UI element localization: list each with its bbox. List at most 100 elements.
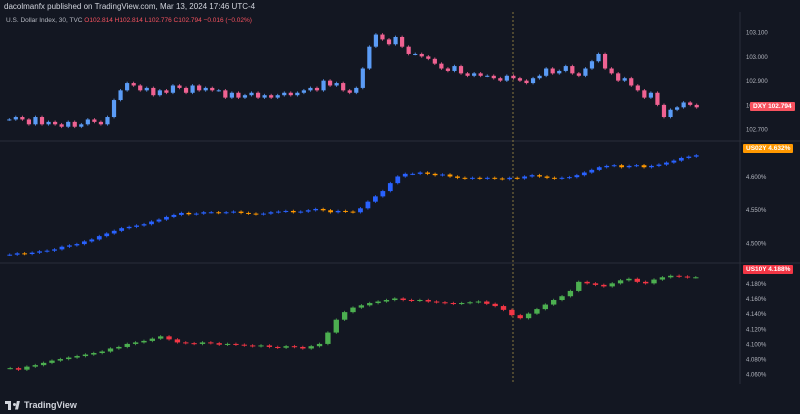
candle-body <box>373 34 379 47</box>
price-tick-label: 102.900 <box>746 79 768 85</box>
candle-body <box>475 301 482 303</box>
candle-body <box>360 68 365 88</box>
candle-body <box>216 90 221 92</box>
candle-body <box>249 345 256 347</box>
price-tick-label: 102.700 <box>746 128 768 134</box>
candle-body <box>316 343 323 347</box>
dxy-tag-value: 102.794 <box>768 103 792 110</box>
candle-body <box>681 102 686 108</box>
candle-body <box>500 306 507 310</box>
candle-body <box>46 121 51 125</box>
candle-body <box>208 212 214 214</box>
candle-body <box>367 303 373 306</box>
price-tick-label: 4.160% <box>746 297 767 303</box>
candle-body <box>74 356 80 358</box>
candle-body <box>29 252 35 255</box>
candle-body <box>341 312 348 320</box>
candle-body <box>684 276 691 278</box>
candle-body <box>472 73 477 76</box>
candle-body <box>626 165 632 168</box>
candle-body <box>283 210 289 212</box>
candle-body <box>584 281 590 284</box>
candle-body <box>59 124 64 127</box>
candle-body <box>298 211 304 213</box>
candle-body <box>111 230 117 234</box>
candle-body <box>426 56 431 59</box>
us02y-tag-value: 4.632% <box>768 145 791 152</box>
candle-body <box>400 298 406 301</box>
candle-body <box>557 70 562 74</box>
price-tick-label: 4.060% <box>746 373 767 379</box>
candle-body <box>275 346 281 348</box>
legend-ohlc: O102.814 H102.814 L102.776 C102.794 −0.0… <box>84 17 252 24</box>
candle-body <box>601 284 607 287</box>
candle-body <box>634 278 640 282</box>
candle-body <box>341 83 346 91</box>
candle-body <box>574 175 580 178</box>
candle-body <box>26 119 32 125</box>
candle-body <box>134 225 139 227</box>
candle-body <box>7 119 12 121</box>
candle-body <box>641 165 647 168</box>
candle-body <box>559 296 565 301</box>
candle-body <box>576 281 582 291</box>
candle-body <box>408 300 415 302</box>
candle-body <box>668 109 673 118</box>
candle-body <box>402 173 408 177</box>
candle-body <box>295 92 300 96</box>
tradingview-brand: TradingView <box>24 400 77 410</box>
published-note: dacolmanfx published on TradingView.com,… <box>4 2 256 11</box>
candle-body <box>537 75 542 79</box>
candle-body <box>537 175 542 177</box>
candle-body <box>655 92 660 105</box>
candle-body <box>39 117 45 125</box>
candle-body <box>89 239 95 242</box>
price-tick-label: 4.180% <box>746 282 767 288</box>
candle-body <box>634 165 639 167</box>
candle-body <box>82 354 89 357</box>
chart-canvas[interactable]: 103.100103.000102.900102.800102.7004.600… <box>0 12 800 393</box>
us02y-tag-label: US02Y <box>746 145 767 152</box>
candle-body <box>261 213 266 215</box>
tradingview-logo[interactable]: TradingView <box>5 400 77 410</box>
candle-body <box>15 368 22 370</box>
candle-body <box>395 176 401 184</box>
candle-body <box>149 221 154 225</box>
candle-body <box>124 343 130 347</box>
candle-body <box>617 280 624 284</box>
candle-body <box>118 90 123 101</box>
candle-body <box>484 301 490 304</box>
candle-body <box>542 304 548 310</box>
candle-body <box>514 177 520 179</box>
candle-body <box>116 346 122 349</box>
candle-body <box>678 157 684 161</box>
chart-area[interactable]: 103.100103.000102.900102.800102.7004.600… <box>0 12 800 393</box>
candle-body <box>268 212 274 214</box>
candle-body <box>201 212 207 214</box>
candle-body <box>335 210 341 213</box>
candle-body <box>216 212 222 214</box>
candle-body <box>151 87 156 96</box>
candle-body <box>507 177 513 180</box>
candle-body <box>44 250 50 252</box>
candle-body <box>141 340 147 343</box>
candle-body <box>325 332 331 344</box>
candle-body <box>609 68 614 74</box>
candle-body <box>668 275 674 278</box>
candle-body <box>300 346 306 349</box>
candle-body <box>74 244 80 246</box>
candle-body <box>166 336 172 340</box>
candle-body <box>107 348 114 352</box>
candle-body <box>529 175 535 177</box>
candle-body <box>563 66 568 71</box>
candle-body <box>49 360 55 363</box>
candle-body <box>320 208 326 211</box>
candle-body <box>442 302 448 304</box>
candle-body <box>383 300 390 302</box>
candle-body <box>406 46 411 54</box>
candle-body <box>126 226 132 229</box>
price-tick-label: 103.000 <box>746 55 768 61</box>
candle-body <box>183 87 189 93</box>
candle-body <box>105 117 110 125</box>
candle-body <box>354 87 359 93</box>
